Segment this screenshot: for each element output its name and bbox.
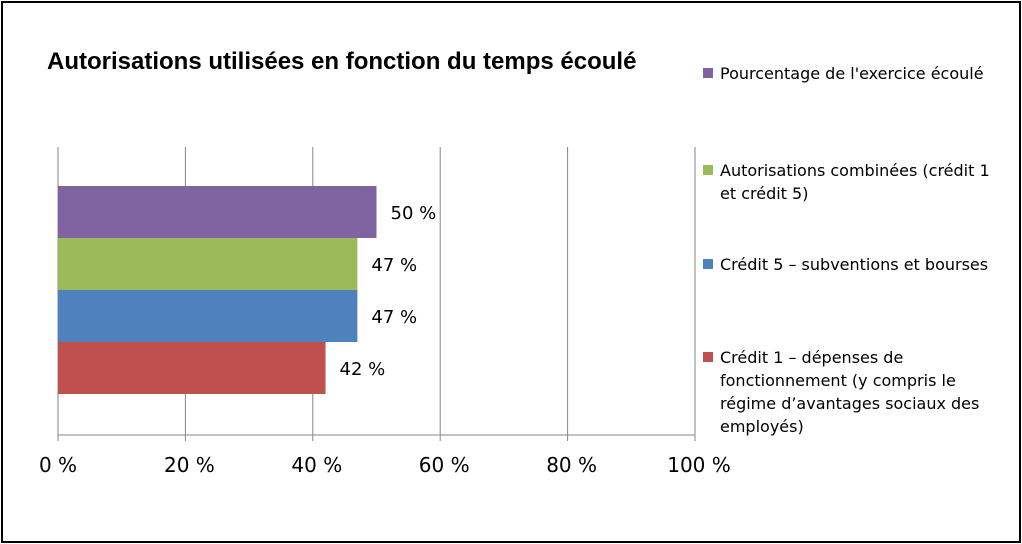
chart-title: Autorisations utilisées en fonction du t… (47, 48, 637, 75)
legend-label-autorisations: Autorisations combinées (crédit 1 et cré… (720, 161, 990, 203)
legend-swatch-credit1 (703, 352, 713, 362)
bar-0 (58, 186, 377, 238)
data-label-1: 47 % (371, 255, 417, 276)
legend-label-exercice: Pourcentage de l'exercice écoulé (720, 64, 984, 83)
legend-item-autorisations: Autorisations combinées (crédit 1 et cré… (703, 159, 1003, 205)
legend-label-credit1: Crédit 1 – dépenses de fonctionnement (y… (720, 348, 980, 436)
x-tick-label-100: 100 % (667, 453, 731, 477)
legend-swatch-exercice (703, 68, 713, 78)
legend-item-credit5: Crédit 5 – subventions et bourses (703, 253, 1003, 276)
bar-1 (58, 238, 358, 290)
x-tick-label-0: 0 % (39, 453, 77, 477)
x-tick-label-40: 40 % (291, 453, 342, 477)
legend-swatch-autorisations (703, 165, 713, 175)
legend-label-credit5: Crédit 5 – subventions et bourses (720, 255, 989, 274)
x-tick-label-60: 60 % (419, 453, 470, 477)
data-label-3: 42 % (340, 359, 386, 380)
legend-item-credit1: Crédit 1 – dépenses de fonctionnement (y… (703, 346, 1003, 438)
x-tick-label-80: 80 % (546, 453, 597, 477)
bar-2 (58, 290, 358, 342)
legend-item-exercice: Pourcentage de l'exercice écoulé (703, 62, 1003, 85)
bar-3 (58, 342, 326, 394)
legend-swatch-credit5 (703, 259, 713, 269)
x-tick-label-20: 20 % (164, 453, 215, 477)
data-label-2: 47 % (371, 307, 417, 328)
data-label-0: 50 % (391, 203, 437, 224)
